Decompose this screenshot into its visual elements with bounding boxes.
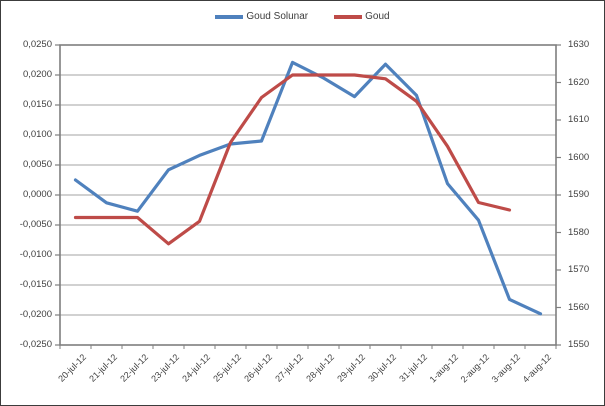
left-axis-tick-label: 0,0100 xyxy=(22,129,52,140)
legend-item-goud: Goud xyxy=(334,11,390,22)
left-axis-tick-label: -0,0100 xyxy=(19,249,52,260)
right-axis-tick-label: 1590 xyxy=(568,189,590,200)
goud-solunar-line-swatch-icon xyxy=(215,14,244,19)
left-axis-tick-label: -0,0050 xyxy=(19,219,52,230)
right-axis-tick-label: 1550 xyxy=(568,339,590,350)
right-axis-tick-label: 1600 xyxy=(568,151,590,163)
legend-item-goud-solunar: Goud Solunar xyxy=(215,11,308,22)
left-axis-tick-label: 0,0000 xyxy=(22,189,52,200)
goud-line-swatch-icon xyxy=(334,14,363,19)
right-axis-tick-label: 1610 xyxy=(568,114,590,125)
left-axis-tick-label: 0,0150 xyxy=(22,99,52,110)
left-axis-tick-label: -0,0200 xyxy=(19,309,52,320)
right-axis-tick-label: 1630 xyxy=(568,39,590,50)
left-axis-tick-label: -0,0250 xyxy=(19,339,52,350)
series-line-goud-solunar xyxy=(73,60,543,316)
left-axis-tick-label: 0,0250 xyxy=(22,39,52,50)
right-axis-tick-label: 1560 xyxy=(568,301,590,313)
right-axis-tick-label: 1570 xyxy=(568,264,590,275)
left-axis-tick-label: -0,0150 xyxy=(19,279,52,290)
right-axis-tick-label: 1580 xyxy=(568,226,590,238)
legend-label-goud-solunar: Goud Solunar xyxy=(246,11,309,22)
chart-legend: Goud Solunar Goud xyxy=(0,11,605,22)
legend-label-goud: Goud xyxy=(365,11,390,22)
left-axis-tick-label: 0,0200 xyxy=(22,69,52,80)
right-axis-tick-label: 1620 xyxy=(568,76,590,88)
series-line-goud xyxy=(73,73,512,246)
left-axis-tick-label: 0,0050 xyxy=(22,159,52,170)
